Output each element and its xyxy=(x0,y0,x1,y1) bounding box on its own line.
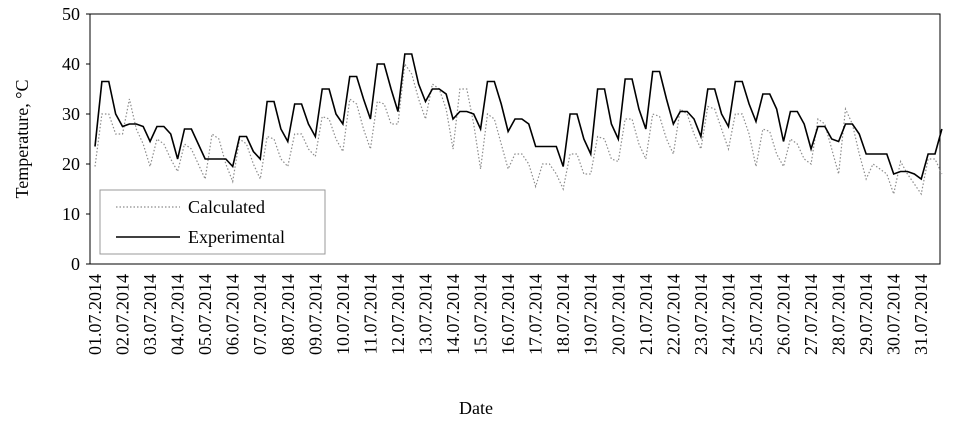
x-tick-label: 15.07.2014 xyxy=(471,274,491,355)
legend-label: Experimental xyxy=(188,227,285,247)
line-series xyxy=(94,53,943,181)
y-tick-label: 40 xyxy=(62,54,80,74)
x-tick-label: 05.07.2014 xyxy=(195,274,215,355)
x-tick-label: 13.07.2014 xyxy=(415,274,435,355)
x-tick-label: 20.07.2014 xyxy=(608,274,628,355)
x-tick-label: 27.07.2014 xyxy=(801,274,821,355)
legend-box xyxy=(99,189,326,255)
x-tick-label: 21.07.2014 xyxy=(636,274,656,355)
x-tick-label: 02.07.2014 xyxy=(113,274,133,355)
x-tick-label: 16.07.2014 xyxy=(498,274,518,355)
x-tick-label: 26.07.2014 xyxy=(774,274,794,355)
x-tick-label: 24.07.2014 xyxy=(718,274,738,355)
x-tick-label: 28.07.2014 xyxy=(829,274,849,355)
y-tick-label: 50 xyxy=(62,4,80,24)
x-tick-label: 30.07.2014 xyxy=(884,274,904,355)
x-tick-label: 14.07.2014 xyxy=(443,274,463,355)
x-tick-label: 29.07.2014 xyxy=(856,274,876,355)
y-tick-label: 10 xyxy=(62,204,80,224)
x-tick-label: 18.07.2014 xyxy=(553,274,573,355)
y-tick-label: 20 xyxy=(62,154,80,174)
x-tick-label: 31.07.2014 xyxy=(911,274,931,355)
x-tick-label: 25.07.2014 xyxy=(746,274,766,355)
y-tick-label: 30 xyxy=(62,104,80,124)
x-tick-label: 11.07.2014 xyxy=(360,274,380,354)
x-axis-label: Date xyxy=(459,398,493,418)
x-tick-label: 23.07.2014 xyxy=(691,274,711,355)
x-tick-label: 09.07.2014 xyxy=(305,274,325,355)
x-tick-label: 07.07.2014 xyxy=(250,274,270,355)
x-tick-label: 10.07.2014 xyxy=(333,274,353,355)
legend-label: Calculated xyxy=(188,197,265,217)
y-tick-label: 0 xyxy=(71,254,80,274)
plot-frame xyxy=(89,13,941,265)
x-tick-label: 17.07.2014 xyxy=(526,274,546,355)
x-tick-label: 04.07.2014 xyxy=(168,274,188,355)
x-tick-label: 01.07.2014 xyxy=(85,274,105,355)
x-tick-label: 19.07.2014 xyxy=(581,274,601,355)
x-tick-label: 22.07.2014 xyxy=(663,274,683,355)
x-tick-label: 03.07.2014 xyxy=(140,274,160,355)
x-tick-label: 06.07.2014 xyxy=(223,274,243,355)
y-axis-label: Temperature, °C xyxy=(12,80,32,199)
x-tick-label: 08.07.2014 xyxy=(278,274,298,355)
x-tick-label: 12.07.2014 xyxy=(388,274,408,355)
line-series xyxy=(94,62,943,197)
